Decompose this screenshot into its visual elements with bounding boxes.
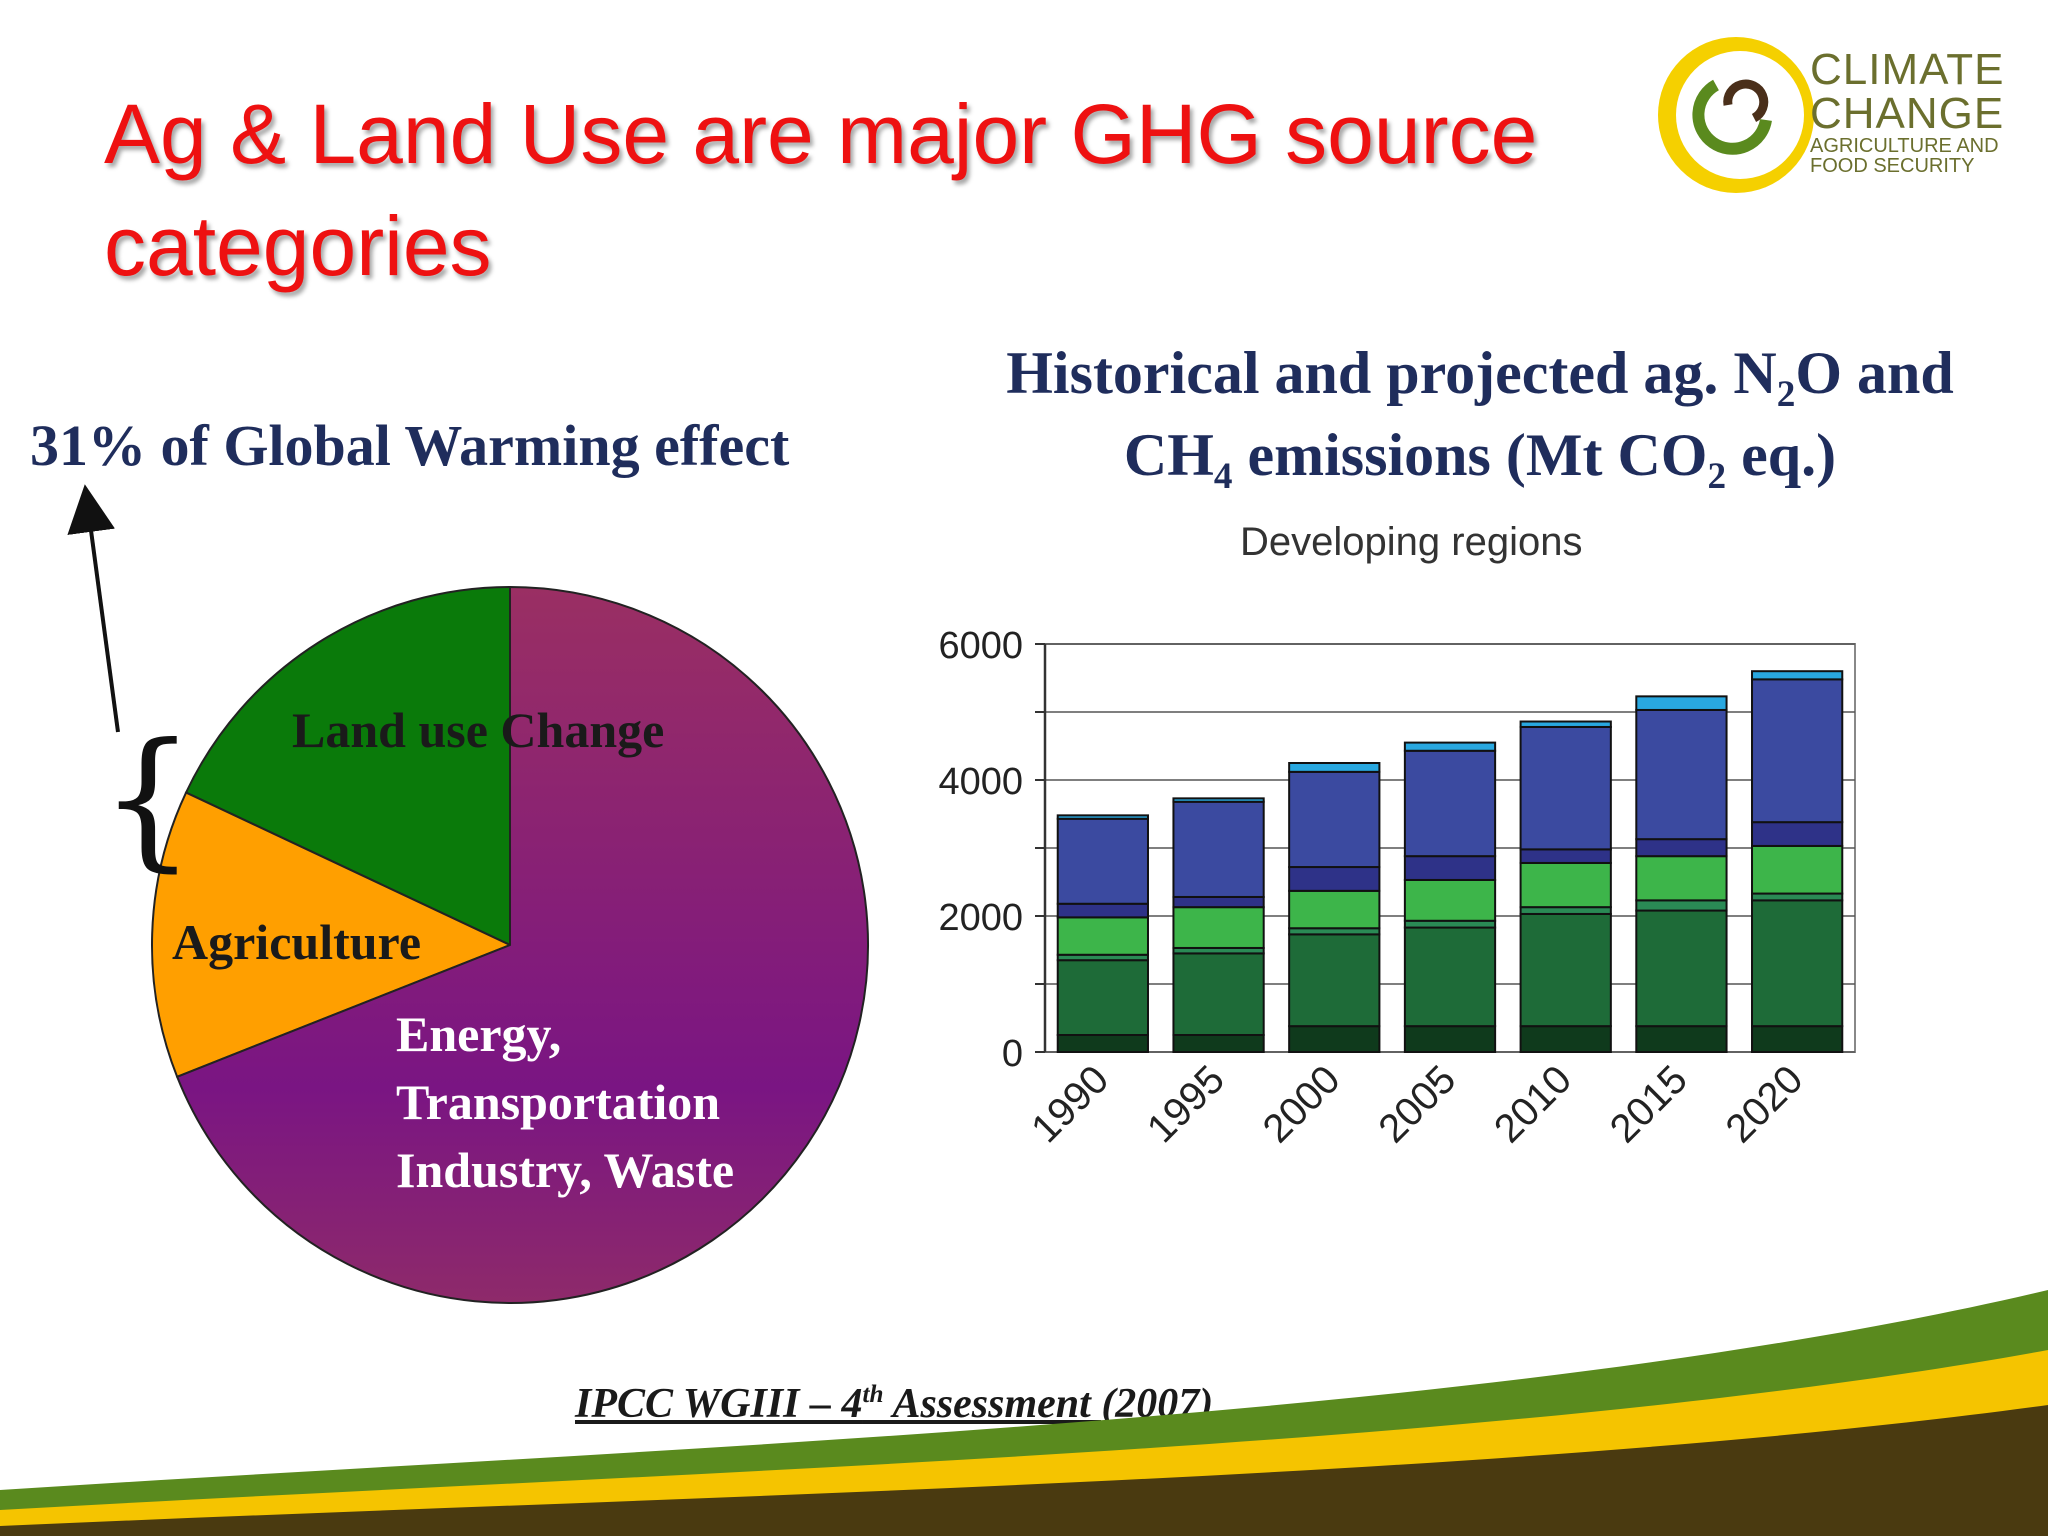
slide-title: Ag & Land Use are major GHG source categ… (104, 87, 1538, 293)
bar-2010-segment-7 (1519, 720, 1612, 728)
heading-sub-ch4: 4 (1213, 456, 1233, 498)
bar-1990-segment-2 (1056, 959, 1149, 1037)
ccafs-logo (1658, 37, 1814, 193)
y-tick-label: 4000 (938, 761, 1023, 803)
pie-label-landuse-line1: Land use Change (292, 702, 665, 758)
pie-label-energy: Energy, Transportation Industry, Waste (396, 1006, 735, 1198)
bar-2020-segment-3 (1751, 892, 1844, 902)
logo-inner-disc (1676, 51, 1804, 179)
y-tick-label: 2000 (938, 897, 1023, 939)
bar-1990-segment-6 (1056, 817, 1149, 905)
logo-line-food-security: FOOD SECURITY (1810, 155, 1975, 177)
annotation-arrow (67, 484, 120, 733)
x-tick-label: 2005 (1370, 1057, 1464, 1151)
bar-2010-segment-1 (1519, 1025, 1612, 1054)
bar-2020-segment-7 (1751, 670, 1844, 681)
bar-2010-segment-3 (1519, 906, 1612, 915)
logo-text: CLIMATE CHANGE AGRICULTURE AND FOOD SECU… (1810, 45, 2005, 177)
bar-2020-segment-5 (1751, 821, 1844, 847)
bar-1990-segment-4 (1056, 916, 1149, 956)
logo-green-swirl (1692, 79, 1772, 155)
citation-main: IPCC WGIII – 4 (575, 1381, 863, 1427)
bar-2005-segment-6 (1403, 749, 1497, 858)
pie-label-agriculture: Agriculture (172, 914, 422, 970)
heading-sub-co2: 2 (1707, 456, 1727, 498)
global-warming-label: 31% of Global Warming effect (30, 413, 790, 478)
brace-icon: { (100, 712, 195, 886)
bar-2015-segment-2 (1635, 909, 1728, 1028)
bar-2010-segment-4 (1519, 861, 1612, 909)
heading-part-5: eq.) (1726, 422, 1837, 488)
bar-1990-segment-1 (1056, 1034, 1149, 1053)
footer-brown-band (0, 1405, 2048, 1536)
bar-2015-segment-4 (1635, 855, 1728, 902)
bar-2005-segment-5 (1403, 855, 1497, 881)
y-tick-label: 0 (1002, 1033, 1023, 1075)
bar-chart-title: Developing regions (1240, 520, 1583, 564)
logo-line-change: CHANGE (1810, 89, 2005, 138)
bar-2020-segment-1 (1751, 1025, 1844, 1054)
bar-1990-segment-5 (1056, 902, 1149, 919)
pie-slices (151, 585, 869, 1304)
heading-part-3: CH (1123, 422, 1214, 488)
heading-part-2: O and (1795, 340, 1954, 406)
bar-2020-segment-6 (1751, 678, 1844, 824)
bar-1995-segment-1 (1172, 1034, 1265, 1053)
bar-2005-segment-1 (1403, 1025, 1497, 1054)
heading-part-4: emissions (Mt CO (1232, 422, 1708, 488)
bar-2000-segment-4 (1288, 889, 1381, 930)
bar-2005-segment-3 (1403, 919, 1497, 929)
bar-1990-segment-7 (1056, 814, 1149, 820)
x-tick-label: 2020 (1717, 1057, 1811, 1151)
y-tick-label: 6000 (938, 625, 1023, 667)
bar-2000-segment-7 (1288, 762, 1381, 773)
bar-2015-segment-6 (1635, 708, 1728, 841)
bar-2010-segment-5 (1519, 848, 1612, 864)
bar-1995-segment-2 (1172, 952, 1265, 1036)
heading-part-1: Historical and projected ag. N (1006, 340, 1777, 406)
bar-2000-segment-1 (1288, 1025, 1381, 1054)
footer-wave (0, 1290, 2048, 1536)
bar-2005-segment-2 (1403, 926, 1497, 1028)
logo-line-climate: CLIMATE (1810, 45, 2005, 94)
bar-2005-segment-7 (1403, 741, 1497, 752)
bar-2005-segment-4 (1403, 878, 1497, 922)
bar-chart-heading: Historical and projected ag. N2O and CH4… (930, 332, 2030, 496)
bar-1995-segment-7 (1172, 797, 1265, 803)
bar-2015-segment-3 (1635, 899, 1728, 912)
bar-2000-segment-5 (1288, 866, 1381, 892)
heading-sub-n2: 2 (1776, 374, 1796, 416)
x-tick-label: 2000 (1255, 1057, 1349, 1151)
x-tick-label: 2015 (1602, 1057, 1696, 1151)
pie-slice-agriculture (151, 791, 513, 1079)
pie-chart: { (67, 484, 869, 1304)
bar-1995-segment-5 (1172, 895, 1265, 909)
x-tick-label: 2010 (1486, 1057, 1580, 1151)
bar-2015-segment-1 (1635, 1025, 1728, 1054)
bar-2015-segment-5 (1635, 838, 1728, 858)
bar-2020-segment-2 (1751, 899, 1844, 1028)
logo-brown-swirl (1723, 79, 1769, 122)
x-tick-label: 1990 (1023, 1057, 1117, 1151)
bar-2000-segment-2 (1288, 933, 1381, 1028)
bar-2010-segment-2 (1519, 912, 1612, 1028)
citation-sup: th (862, 1381, 884, 1408)
bar-2010-segment-6 (1519, 725, 1612, 851)
pie-slice-energy (175, 585, 869, 1304)
pie-slice-landuse (184, 585, 511, 947)
bar-1995-segment-6 (1172, 800, 1265, 898)
bar-2020-segment-4 (1751, 844, 1844, 895)
x-tick-label: 1995 (1139, 1057, 1233, 1151)
bar-2015-segment-7 (1635, 695, 1728, 711)
logo-line-agriculture: AGRICULTURE AND (1810, 135, 1999, 157)
bar-2000-segment-6 (1288, 770, 1381, 869)
bar-1995-segment-4 (1172, 906, 1265, 949)
